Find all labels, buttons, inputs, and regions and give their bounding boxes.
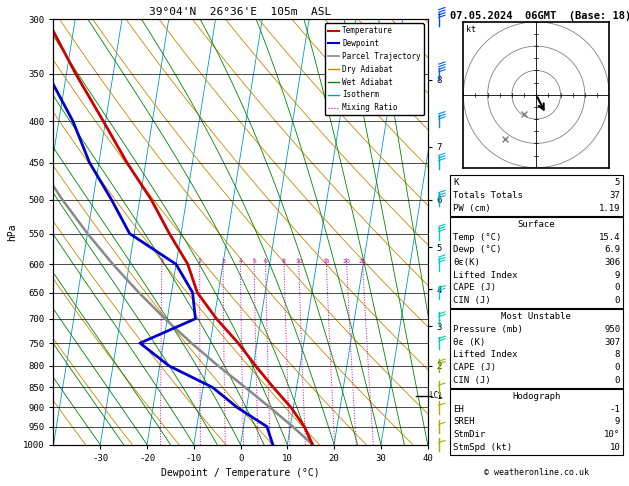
Text: 10°: 10°: [604, 430, 620, 439]
Title: 39°04'N  26°36'E  105m  ASL: 39°04'N 26°36'E 105m ASL: [150, 7, 331, 17]
Text: Hodograph: Hodograph: [512, 392, 560, 401]
Text: 5: 5: [252, 259, 256, 264]
Text: 6: 6: [264, 259, 267, 264]
Text: Dewp (°C): Dewp (°C): [453, 245, 501, 254]
Text: CAPE (J): CAPE (J): [453, 283, 496, 292]
Text: EH: EH: [453, 405, 464, 414]
Text: θε(K): θε(K): [453, 258, 480, 267]
Y-axis label: hPa: hPa: [8, 223, 18, 241]
Text: 3: 3: [221, 259, 225, 264]
Text: 4: 4: [238, 259, 242, 264]
Text: 15.4: 15.4: [599, 233, 620, 242]
Text: 1: 1: [160, 259, 164, 264]
Text: 6.9: 6.9: [604, 245, 620, 254]
Text: CAPE (J): CAPE (J): [453, 363, 496, 372]
Text: LCL: LCL: [430, 391, 443, 400]
Text: θε (K): θε (K): [453, 338, 485, 347]
Text: 8: 8: [615, 350, 620, 359]
Text: 0: 0: [615, 376, 620, 384]
Text: 950: 950: [604, 325, 620, 334]
Text: 306: 306: [604, 258, 620, 267]
Text: 9: 9: [615, 417, 620, 426]
Text: 0: 0: [615, 363, 620, 372]
Text: 15: 15: [323, 259, 330, 264]
Text: 07.05.2024  06GMT  (Base: 18): 07.05.2024 06GMT (Base: 18): [450, 11, 629, 21]
Text: CIN (J): CIN (J): [453, 296, 491, 305]
Text: K: K: [453, 178, 459, 187]
Text: StmSpd (kt): StmSpd (kt): [453, 443, 512, 451]
Text: 9: 9: [615, 271, 620, 279]
Text: Mixing Ratio (g/kg): Mixing Ratio (g/kg): [476, 185, 486, 279]
Text: 307: 307: [604, 338, 620, 347]
Text: -1: -1: [610, 405, 620, 414]
Text: Pressure (mb): Pressure (mb): [453, 325, 523, 334]
Text: 10: 10: [295, 259, 303, 264]
Legend: Temperature, Dewpoint, Parcel Trajectory, Dry Adiabat, Wet Adiabat, Isotherm, Mi: Temperature, Dewpoint, Parcel Trajectory…: [325, 23, 424, 115]
Text: 5: 5: [615, 178, 620, 187]
Text: StmDir: StmDir: [453, 430, 485, 439]
Text: 20: 20: [343, 259, 350, 264]
Text: Totals Totals: Totals Totals: [453, 191, 523, 200]
Text: kt: kt: [465, 25, 476, 34]
Text: 1.19: 1.19: [599, 204, 620, 212]
Text: Temp (°C): Temp (°C): [453, 233, 501, 242]
Text: 8: 8: [282, 259, 286, 264]
Text: Surface: Surface: [518, 220, 555, 229]
Text: 0: 0: [615, 283, 620, 292]
Text: PW (cm): PW (cm): [453, 204, 491, 212]
Y-axis label: km
ASL: km ASL: [455, 232, 471, 251]
Text: 25: 25: [359, 259, 367, 264]
Text: Lifted Index: Lifted Index: [453, 271, 518, 279]
X-axis label: Dewpoint / Temperature (°C): Dewpoint / Temperature (°C): [161, 469, 320, 478]
Text: © weatheronline.co.uk: © weatheronline.co.uk: [484, 468, 589, 477]
Text: SREH: SREH: [453, 417, 474, 426]
Text: 2: 2: [198, 259, 202, 264]
Text: CIN (J): CIN (J): [453, 376, 491, 384]
Text: Lifted Index: Lifted Index: [453, 350, 518, 359]
Text: Most Unstable: Most Unstable: [501, 312, 571, 321]
Text: 37: 37: [610, 191, 620, 200]
Text: 0: 0: [615, 296, 620, 305]
Text: 10: 10: [610, 443, 620, 451]
